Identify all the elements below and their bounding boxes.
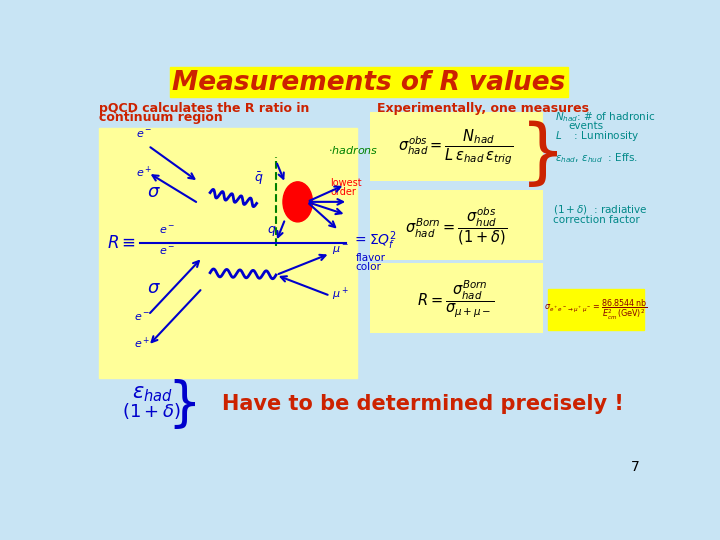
- Text: lowest: lowest: [330, 178, 362, 188]
- Text: $(1+\delta)$: $(1+\delta)$: [122, 401, 181, 421]
- Text: $\mu^+$: $\mu^+$: [332, 286, 348, 303]
- Text: 7: 7: [631, 461, 639, 475]
- Text: $\sigma_{had}^{Born} = \dfrac{\sigma_{hud}^{obs}}{(1+\delta)}$: $\sigma_{had}^{Born} = \dfrac{\sigma_{hu…: [405, 205, 507, 247]
- Text: Have to be determined precisely !: Have to be determined precisely !: [222, 394, 624, 414]
- FancyBboxPatch shape: [99, 128, 357, 378]
- Text: events: events: [568, 121, 603, 131]
- Text: $\sigma_{e^+e^-\to\mu^+\mu^-} = \dfrac{86.8544\,\mathrm{nb}}{E_{cm}^2\,(\mathrm{: $\sigma_{e^+e^-\to\mu^+\mu^-} = \dfrac{8…: [544, 298, 648, 322]
- Text: $e^-$: $e^-$: [159, 246, 176, 257]
- Text: continuum region: continuum region: [99, 111, 223, 124]
- Text: $N_{had}$: # of hadronic: $N_{had}$: # of hadronic: [555, 110, 655, 124]
- Text: $\bar{q}$: $\bar{q}$: [254, 170, 264, 187]
- Text: $= \Sigma Q_f^2$: $= \Sigma Q_f^2$: [352, 229, 397, 252]
- Text: correction factor: correction factor: [554, 215, 640, 225]
- Text: $e^-$: $e^-$: [136, 129, 153, 140]
- Text: pQCD calculates the R ratio in: pQCD calculates the R ratio in: [99, 102, 310, 115]
- Text: color: color: [356, 261, 382, 272]
- Text: $\varepsilon_{had}$: $\varepsilon_{had}$: [132, 383, 172, 403]
- FancyBboxPatch shape: [170, 67, 568, 97]
- Text: $\varepsilon_{had},\,\varepsilon_{hud}$  : Effs.: $\varepsilon_{had},\,\varepsilon_{hud}$ …: [555, 151, 638, 165]
- Ellipse shape: [283, 182, 312, 222]
- Text: $e^-$: $e^-$: [135, 312, 151, 322]
- Text: $\cdot$hadrons: $\cdot$hadrons: [328, 144, 379, 156]
- Text: $R = \dfrac{\sigma_{had}^{Born}}{\sigma_{\mu+\mu-}}$: $R = \dfrac{\sigma_{had}^{Born}}{\sigma_…: [417, 278, 495, 320]
- FancyBboxPatch shape: [370, 264, 544, 333]
- Text: Measurements of R values: Measurements of R values: [172, 70, 566, 96]
- Text: $\}$: $\}$: [167, 376, 196, 430]
- FancyBboxPatch shape: [370, 112, 544, 181]
- Text: $\{$: $\{$: [528, 116, 567, 186]
- Text: $\sigma$: $\sigma$: [147, 183, 161, 201]
- Text: $e^+$: $e^+$: [135, 336, 151, 351]
- Text: $(1+\delta)$  : radiative: $(1+\delta)$ : radiative: [554, 203, 648, 216]
- Text: flavor: flavor: [356, 253, 386, 263]
- Text: order: order: [330, 187, 356, 197]
- Text: $q$: $q$: [267, 224, 277, 238]
- Text: Experimentally, one measures: Experimentally, one measures: [377, 102, 589, 115]
- FancyBboxPatch shape: [548, 289, 644, 330]
- Text: $\mu^-$: $\mu^-$: [332, 244, 348, 256]
- Text: $\sigma$: $\sigma$: [147, 280, 161, 298]
- Text: $R\equiv$: $R\equiv$: [107, 234, 136, 252]
- Text: $e^-$: $e^-$: [159, 225, 176, 237]
- Text: $e^+$: $e^+$: [136, 165, 153, 180]
- Text: $L$    : Luminosity: $L$ : Luminosity: [555, 130, 639, 144]
- FancyBboxPatch shape: [370, 190, 544, 260]
- Text: $\sigma_{had}^{obs} = \dfrac{N_{had}}{L\,\varepsilon_{had}\,\varepsilon_{trig}}$: $\sigma_{had}^{obs} = \dfrac{N_{had}}{L\…: [398, 127, 513, 167]
